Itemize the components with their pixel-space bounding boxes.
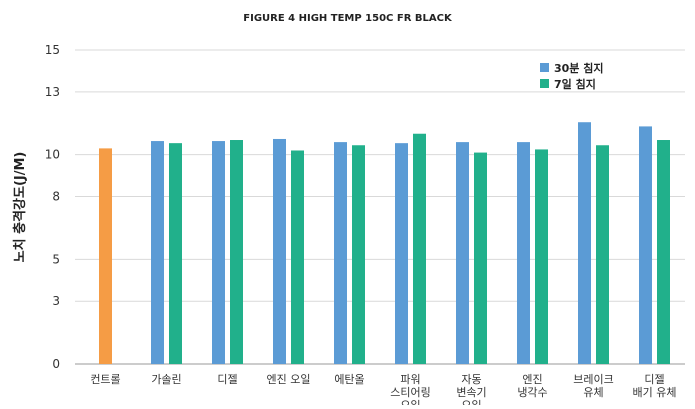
- x-tick-label: 냉각수: [517, 386, 547, 399]
- bar-control: [99, 148, 112, 364]
- bar-series-2: [596, 145, 609, 364]
- x-tick-label: 가솔린: [151, 373, 181, 386]
- bar-series-1: [395, 143, 408, 364]
- legend-label: 7일 침지: [554, 77, 596, 91]
- legend: 30분 침지 7일 침지: [540, 61, 604, 91]
- y-tick-label: 15: [45, 43, 60, 57]
- bar-series-2: [474, 152, 487, 364]
- legend-label: 30분 침지: [554, 61, 604, 75]
- bar-series-1: [578, 122, 591, 364]
- y-axis-label: 노치 충격강도(J/M): [12, 152, 28, 263]
- bar-series-1: [639, 126, 652, 364]
- bar-series-1: [151, 141, 164, 364]
- y-tick-label: 8: [52, 190, 60, 204]
- y-axis-ticks: 0 3 5 8 10 13 15: [45, 43, 60, 371]
- y-tick-label: 0: [52, 357, 60, 371]
- bar-series-1: [334, 142, 347, 364]
- y-tick-label: 13: [45, 85, 60, 99]
- bar-series-2: [352, 145, 365, 364]
- x-tick-label: 파워: [400, 373, 420, 386]
- x-tick-label: 변속기: [456, 386, 486, 399]
- x-tick-label: 에탄올: [334, 373, 364, 386]
- bar-series-2: [535, 149, 548, 364]
- x-tick-label: 디젤: [217, 373, 237, 386]
- x-tick-label: 오일: [400, 398, 420, 405]
- y-tick-label: 3: [52, 294, 60, 308]
- x-tick-label: 디젤: [644, 373, 664, 386]
- x-tick-label: 유체: [583, 386, 603, 399]
- legend-swatch: [540, 79, 549, 88]
- legend-swatch: [540, 63, 549, 72]
- bars: [99, 122, 670, 364]
- bar-series-2: [657, 140, 670, 364]
- bar-series-1: [273, 138, 286, 364]
- bar-series-1: [212, 141, 225, 364]
- x-tick-label: 브레이크: [573, 373, 613, 386]
- x-tick-label: 오일: [461, 398, 481, 405]
- bar-series-1: [517, 142, 530, 364]
- y-tick-label: 10: [45, 148, 60, 162]
- bar-series-2: [291, 150, 304, 364]
- bar-series-2: [413, 133, 426, 364]
- bar-series-1: [456, 142, 469, 364]
- gridlines: [75, 49, 685, 365]
- bar-series-2: [169, 143, 182, 364]
- x-tick-label: 엔진: [522, 373, 542, 386]
- x-tick-label: 엔진 오일: [267, 372, 311, 386]
- bar-series-2: [230, 140, 243, 364]
- x-tick-label: 자동: [461, 373, 481, 386]
- x-tick-label: 컨트롤: [90, 373, 120, 386]
- x-tick-label: 배기 유체: [633, 386, 677, 399]
- chart-title: FIGURE 4 HIGH TEMP 150C FR BLACK: [243, 13, 453, 24]
- y-tick-label: 5: [52, 252, 60, 266]
- x-tick-label: 스티어링: [390, 386, 430, 399]
